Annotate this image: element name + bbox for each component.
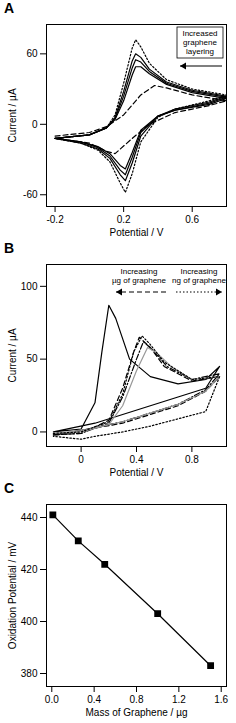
svg-text:0.0: 0.0 [45, 694, 59, 705]
html-text:A: A [4, 0, 15, 16]
svg-text:Increasedgraphenelayering: Increasedgraphenelayering [182, 29, 217, 56]
svg-text:Potential / V: Potential / V [110, 227, 164, 238]
svg-text:Increasingµg of graphene: Increasingµg of graphene [112, 267, 167, 285]
svg-text:1.2: 1.2 [172, 694, 186, 705]
svg-text:0: 0 [32, 426, 38, 437]
svg-text:50: 50 [26, 353, 38, 364]
svg-text:100: 100 [21, 281, 38, 292]
svg-text:Current / µA: Current / µA [7, 328, 18, 382]
svg-text:0.4: 0.4 [87, 694, 101, 705]
svg-text:-60: -60 [23, 189, 38, 200]
html-text:C: C [4, 480, 15, 496]
svg-text:440: 440 [21, 512, 38, 523]
svg-text:0.6: 0.6 [185, 214, 199, 225]
svg-text:400: 400 [21, 616, 38, 627]
svg-text:60: 60 [26, 48, 38, 59]
svg-text:Oxidation Potential / mV: Oxidation Potential / mV [7, 542, 18, 650]
svg-text:380: 380 [21, 668, 38, 679]
svg-text:0.2: 0.2 [117, 214, 131, 225]
svg-text:Potential / V: Potential / V [110, 467, 164, 478]
html-text:B: B [4, 240, 15, 256]
svg-text:0.4: 0.4 [130, 454, 144, 465]
svg-text:Increasingng of graphene: Increasingng of graphene [172, 267, 226, 285]
svg-text:0: 0 [32, 119, 38, 130]
svg-text:0: 0 [78, 454, 84, 465]
svg-text:0.8: 0.8 [130, 694, 144, 705]
svg-text:Current / µA: Current / µA [7, 88, 18, 142]
svg-text:0.8: 0.8 [185, 454, 199, 465]
svg-text:420: 420 [21, 564, 38, 575]
svg-text:Mass of Graphene / µg: Mass of Graphene / µg [86, 707, 188, 718]
svg-text:-0.2: -0.2 [46, 214, 64, 225]
svg-text:1.6: 1.6 [214, 694, 228, 705]
